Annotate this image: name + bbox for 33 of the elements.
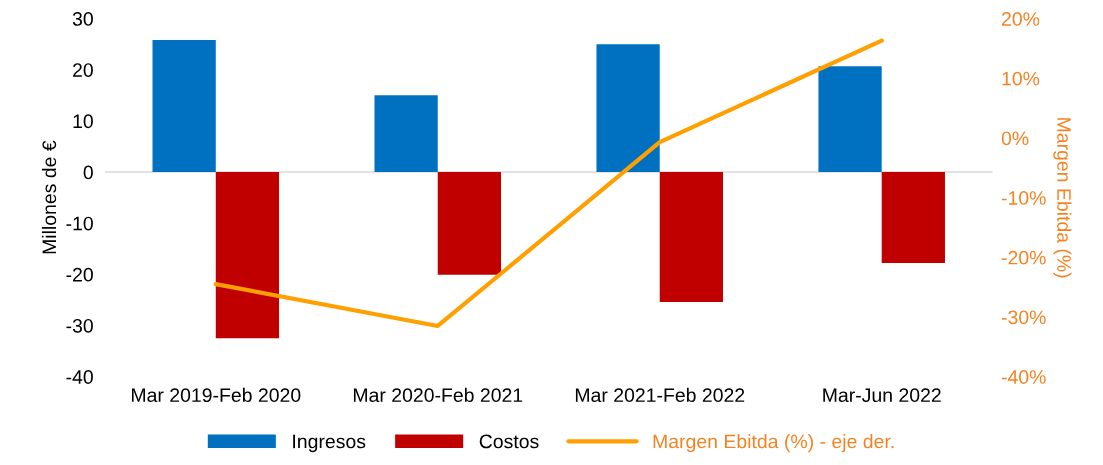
y-tick-label: 0 [83, 165, 93, 180]
y-tick-label: 30 [72, 12, 93, 26]
y-tick-label: -40 [66, 370, 93, 384]
bar [152, 40, 216, 173]
y2-axis-title: Margen Ebitda (%) [1053, 118, 1072, 278]
y2-tick-label: 0% [1001, 131, 1029, 146]
legend-label: Ingresos [293, 434, 366, 453]
x-tick-label: Mar 2020-Feb 2021 [353, 387, 523, 403]
line-series [213, 38, 884, 329]
y-tick-label: 20 [73, 63, 93, 77]
bar [215, 172, 280, 339]
y-tick-label: 10 [73, 114, 93, 129]
y-tick-label: -20 [66, 267, 93, 282]
y2-tick-label: -10% [1001, 191, 1046, 205]
y2-tick-label: 10% [1002, 71, 1040, 86]
bar [437, 172, 502, 275]
x-tick-label: Mar 2021-Feb 2022 [575, 387, 745, 403]
y-tick-label: -30 [66, 318, 93, 333]
legend-label: Margen Ebitda (%) - eje der. [653, 434, 894, 453]
bar [818, 66, 882, 173]
x-tick-label: Mar-Jun 2022 [823, 388, 941, 403]
bar [881, 172, 945, 264]
y-tick-label: -10 [66, 216, 93, 231]
bar [596, 44, 660, 173]
legend-label: Costos [479, 434, 539, 449]
y2-tick-label: -20% [1001, 250, 1046, 265]
bar [374, 95, 438, 173]
y2-tick-label: -30% [1001, 310, 1046, 325]
bar [659, 172, 723, 302]
x-tick-label: Mar 2019-Feb 2020 [131, 387, 301, 403]
y2-tick-label: 20% [1002, 12, 1040, 26]
y-axis-title: Millones de € [41, 140, 57, 254]
y2-tick-label: -40% [1001, 370, 1046, 384]
